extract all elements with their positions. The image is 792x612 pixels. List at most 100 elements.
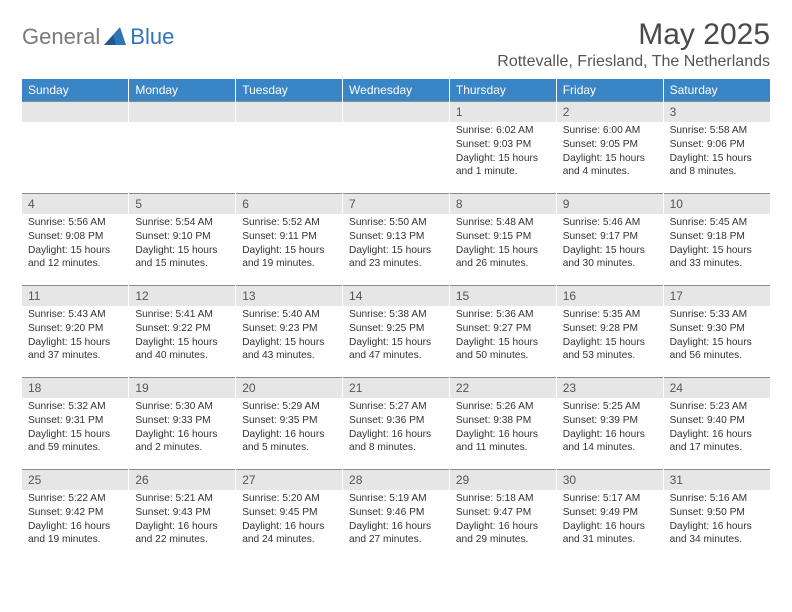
sunrise-text: Sunrise: 5:54 AM (135, 216, 229, 230)
day-body: Sunrise: 5:38 AMSunset: 9:25 PMDaylight:… (343, 306, 449, 367)
day-cell: 12Sunrise: 5:41 AMSunset: 9:22 PMDayligh… (129, 285, 236, 377)
day-number: 1 (450, 101, 556, 122)
day-number: 31 (664, 469, 770, 490)
day-body: Sunrise: 5:29 AMSunset: 9:35 PMDaylight:… (236, 398, 342, 459)
day-number: 14 (343, 285, 449, 306)
day-cell: 23Sunrise: 5:25 AMSunset: 9:39 PMDayligh… (556, 377, 663, 469)
day-number: 9 (557, 193, 663, 214)
day-number: 18 (22, 377, 128, 398)
day-body: Sunrise: 5:22 AMSunset: 9:42 PMDaylight:… (22, 490, 128, 551)
day-cell: 20Sunrise: 5:29 AMSunset: 9:35 PMDayligh… (236, 377, 343, 469)
sunrise-text: Sunrise: 5:33 AM (670, 308, 764, 322)
daylight-text: Daylight: 16 hours and 24 minutes. (242, 520, 336, 548)
day-cell: 29Sunrise: 5:18 AMSunset: 9:47 PMDayligh… (449, 469, 556, 561)
col-monday: Monday (129, 79, 236, 101)
day-cell: 6Sunrise: 5:52 AMSunset: 9:11 PMDaylight… (236, 193, 343, 285)
sunrise-text: Sunrise: 5:58 AM (670, 124, 764, 138)
day-body: Sunrise: 5:21 AMSunset: 9:43 PMDaylight:… (129, 490, 235, 551)
week-row: 11Sunrise: 5:43 AMSunset: 9:20 PMDayligh… (22, 285, 770, 377)
day-cell: 13Sunrise: 5:40 AMSunset: 9:23 PMDayligh… (236, 285, 343, 377)
sunrise-text: Sunrise: 5:29 AM (242, 400, 336, 414)
daylight-text: Daylight: 16 hours and 5 minutes. (242, 428, 336, 456)
sunrise-text: Sunrise: 5:43 AM (28, 308, 122, 322)
sunset-text: Sunset: 9:40 PM (670, 414, 764, 428)
day-body: Sunrise: 5:41 AMSunset: 9:22 PMDaylight:… (129, 306, 235, 367)
day-cell: 19Sunrise: 5:30 AMSunset: 9:33 PMDayligh… (129, 377, 236, 469)
day-cell (236, 101, 343, 193)
col-tuesday: Tuesday (236, 79, 343, 101)
day-body: Sunrise: 5:20 AMSunset: 9:45 PMDaylight:… (236, 490, 342, 551)
daylight-text: Daylight: 15 hours and 12 minutes. (28, 244, 122, 272)
daylight-text: Daylight: 16 hours and 17 minutes. (670, 428, 764, 456)
day-cell: 8Sunrise: 5:48 AMSunset: 9:15 PMDaylight… (449, 193, 556, 285)
day-body: Sunrise: 6:00 AMSunset: 9:05 PMDaylight:… (557, 122, 663, 183)
day-number: 3 (664, 101, 770, 122)
day-cell: 3 Sunrise: 5:58 AMSunset: 9:06 PMDaylight… (663, 101, 770, 193)
sunset-text: Sunset: 9:10 PM (135, 230, 229, 244)
day-cell: 11Sunrise: 5:43 AMSunset: 9:20 PMDayligh… (22, 285, 129, 377)
day-number (236, 101, 342, 122)
day-number: 4 (22, 193, 128, 214)
daylight-text: Daylight: 15 hours and 8 minutes. (670, 152, 764, 180)
day-cell: 22Sunrise: 5:26 AMSunset: 9:38 PMDayligh… (449, 377, 556, 469)
day-number: 10 (664, 193, 770, 214)
day-cell: 27Sunrise: 5:20 AMSunset: 9:45 PMDayligh… (236, 469, 343, 561)
week-row: 25Sunrise: 5:22 AMSunset: 9:42 PMDayligh… (22, 469, 770, 561)
sunrise-text: Sunrise: 5:32 AM (28, 400, 122, 414)
sunrise-text: Sunrise: 5:26 AM (456, 400, 550, 414)
sunrise-text: Sunrise: 5:45 AM (670, 216, 764, 230)
day-cell: 28Sunrise: 5:19 AMSunset: 9:46 PMDayligh… (343, 469, 450, 561)
day-cell: 2Sunrise: 6:00 AMSunset: 9:05 PMDaylight… (556, 101, 663, 193)
daylight-text: Daylight: 15 hours and 33 minutes. (670, 244, 764, 272)
daylight-text: Daylight: 16 hours and 29 minutes. (456, 520, 550, 548)
day-number: 16 (557, 285, 663, 306)
day-number: 26 (129, 469, 235, 490)
daylight-text: Daylight: 15 hours and 4 minutes. (563, 152, 657, 180)
day-cell (343, 101, 450, 193)
title-block: May 2025 Rottevalle, Friesland, The Neth… (497, 18, 770, 71)
day-number: 19 (129, 377, 235, 398)
sunset-text: Sunset: 9:31 PM (28, 414, 122, 428)
day-cell: 21Sunrise: 5:27 AMSunset: 9:36 PMDayligh… (343, 377, 450, 469)
sunrise-text: Sunrise: 6:02 AM (456, 124, 550, 138)
col-wednesday: Wednesday (343, 79, 450, 101)
day-cell: 7Sunrise: 5:50 AMSunset: 9:13 PMDaylight… (343, 193, 450, 285)
sunset-text: Sunset: 9:11 PM (242, 230, 336, 244)
sunrise-text: Sunrise: 5:38 AM (349, 308, 443, 322)
day-cell: 18Sunrise: 5:32 AMSunset: 9:31 PMDayligh… (22, 377, 129, 469)
week-row: 4Sunrise: 5:56 AMSunset: 9:08 PMDaylight… (22, 193, 770, 285)
daylight-text: Daylight: 15 hours and 47 minutes. (349, 336, 443, 364)
day-number: 5 (129, 193, 235, 214)
day-body: Sunrise: 5:46 AMSunset: 9:17 PMDaylight:… (557, 214, 663, 275)
sunset-text: Sunset: 9:22 PM (135, 322, 229, 336)
col-sunday: Sunday (22, 79, 129, 101)
sunset-text: Sunset: 9:03 PM (456, 138, 550, 152)
sunset-text: Sunset: 9:15 PM (456, 230, 550, 244)
header: General Blue May 2025 Rottevalle, Friesl… (22, 18, 770, 71)
col-saturday: Saturday (663, 79, 770, 101)
daylight-text: Daylight: 16 hours and 19 minutes. (28, 520, 122, 548)
day-cell: 30Sunrise: 5:17 AMSunset: 9:49 PMDayligh… (556, 469, 663, 561)
sunset-text: Sunset: 9:49 PM (563, 506, 657, 520)
day-number: 15 (450, 285, 556, 306)
week-row: 18 Sunrise: 5:32 AMSunset: 9:31 PM Dayligh… (22, 377, 770, 469)
sunset-text: Sunset: 9:30 PM (670, 322, 764, 336)
week-row: 1 Sunrise: 6:02 AMSunset: 9:03 PM Daylight… (22, 101, 770, 193)
day-body: Sunrise: 5:18 AMSunset: 9:47 PMDaylight:… (450, 490, 556, 551)
day-body: Sunrise: 5:52 AMSunset: 9:11 PMDaylight:… (236, 214, 342, 275)
sunset-text: Sunset: 9:06 PM (670, 138, 764, 152)
day-body: Sunrise: 5:25 AMSunset: 9:39 PMDaylight:… (557, 398, 663, 459)
sunrise-text: Sunrise: 5:56 AM (28, 216, 122, 230)
day-number: 28 (343, 469, 449, 490)
daylight-text: Daylight: 15 hours and 53 minutes. (563, 336, 657, 364)
day-cell: 5Sunrise: 5:54 AMSunset: 9:10 PMDaylight… (129, 193, 236, 285)
day-body: Sunrise: 5:17 AMSunset: 9:49 PMDaylight:… (557, 490, 663, 551)
daylight-text: Daylight: 16 hours and 8 minutes. (349, 428, 443, 456)
sunset-text: Sunset: 9:38 PM (456, 414, 550, 428)
sunrise-text: Sunrise: 5:48 AM (456, 216, 550, 230)
sunset-text: Sunset: 9:17 PM (563, 230, 657, 244)
day-body: Sunrise: 5:30 AMSunset: 9:33 PMDaylight:… (129, 398, 235, 459)
day-number (22, 101, 128, 122)
calendar-table: Sunday Monday Tuesday Wednesday Thursday… (22, 79, 770, 561)
day-cell: 16Sunrise: 5:35 AMSunset: 9:28 PMDayligh… (556, 285, 663, 377)
